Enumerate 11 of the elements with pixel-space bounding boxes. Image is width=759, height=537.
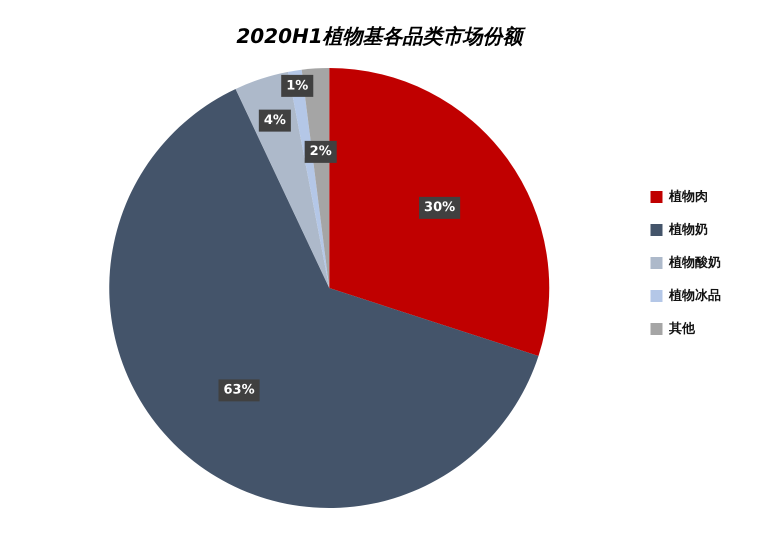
data-label: 1% <box>286 78 308 94</box>
data-label: 30% <box>424 200 456 216</box>
legend-label: 植物肉 <box>668 189 708 204</box>
data-label: 4% <box>264 112 286 128</box>
legend-label: 其他 <box>668 321 696 336</box>
data-label: 2% <box>310 144 332 160</box>
legend-label: 植物冰品 <box>668 287 721 304</box>
legend-label: 植物奶 <box>668 222 708 238</box>
legend-label: 植物酸奶 <box>668 254 721 270</box>
chart-title: 2020H1植物基各品类市场份额 <box>236 24 527 48</box>
data-label: 63% <box>223 382 255 398</box>
